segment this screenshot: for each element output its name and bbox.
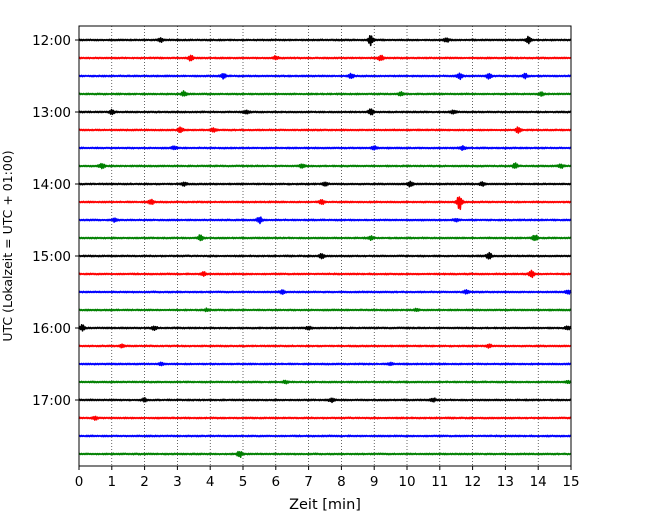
x-axis: 0 1 2 3 4 5 6 7 8 9 10 11 12 13 14 15 xyxy=(75,466,580,490)
trace-4 xyxy=(78,108,572,116)
x-axis-label: Zeit [min] xyxy=(289,497,361,513)
y-axis: 12:00 13:00 14:00 15:00 16:00 17:00 xyxy=(32,33,79,409)
y-tick-label-1: 13:00 xyxy=(32,105,71,121)
trace-12 xyxy=(78,251,572,260)
trace-13 xyxy=(78,269,572,279)
x-tick-label-3: 3 xyxy=(173,474,182,490)
trace-18 xyxy=(78,361,572,367)
trace-8 xyxy=(78,180,572,188)
y-axis-label: UTC (Lokalzeit = UTC + 01:00) xyxy=(0,150,15,341)
x-tick-label-12: 12 xyxy=(464,474,481,490)
x-tick-label-1: 1 xyxy=(108,474,117,490)
y-tick-label-2: 14:00 xyxy=(32,177,71,193)
y-tick-label-4: 16:00 xyxy=(32,321,71,337)
x-tick-label-6: 6 xyxy=(272,474,281,490)
y-tick-label-5: 17:00 xyxy=(32,393,71,409)
x-tick-label-11: 11 xyxy=(431,474,448,490)
y-tick-label-3: 15:00 xyxy=(32,249,71,265)
trace-0 xyxy=(78,34,572,47)
trace-6 xyxy=(78,145,572,152)
trace-group xyxy=(78,34,572,459)
trace-3 xyxy=(78,90,572,97)
trace-14 xyxy=(78,289,572,295)
y-tick-label-0: 12:00 xyxy=(32,33,71,49)
trace-2 xyxy=(78,72,572,81)
trace-23 xyxy=(78,450,572,459)
trace-10 xyxy=(78,216,572,225)
trace-20 xyxy=(78,397,572,404)
trace-9 xyxy=(78,196,572,211)
trace-1 xyxy=(78,54,572,62)
x-tick-label-2: 2 xyxy=(140,474,149,490)
x-tick-label-4: 4 xyxy=(206,474,215,490)
trace-5 xyxy=(78,126,572,134)
trace-21 xyxy=(78,415,572,421)
x-tick-label-14: 14 xyxy=(530,474,547,490)
x-tick-label-8: 8 xyxy=(337,474,346,490)
x-tick-label-0: 0 xyxy=(75,474,84,490)
plot-frame xyxy=(78,25,572,467)
trace-16 xyxy=(78,324,572,332)
trace-19 xyxy=(78,379,572,385)
x-tick-label-15: 15 xyxy=(562,474,579,490)
trace-17 xyxy=(78,343,572,349)
x-tick-label-9: 9 xyxy=(370,474,379,490)
trace-22 xyxy=(78,434,572,438)
trace-7 xyxy=(78,162,572,170)
x-tick-label-7: 7 xyxy=(304,474,313,490)
x-tick-label-13: 13 xyxy=(497,474,514,490)
x-tick-label-10: 10 xyxy=(398,474,415,490)
x-tick-label-5: 5 xyxy=(239,474,248,490)
trace-11 xyxy=(78,234,572,242)
trace-15 xyxy=(78,307,572,313)
